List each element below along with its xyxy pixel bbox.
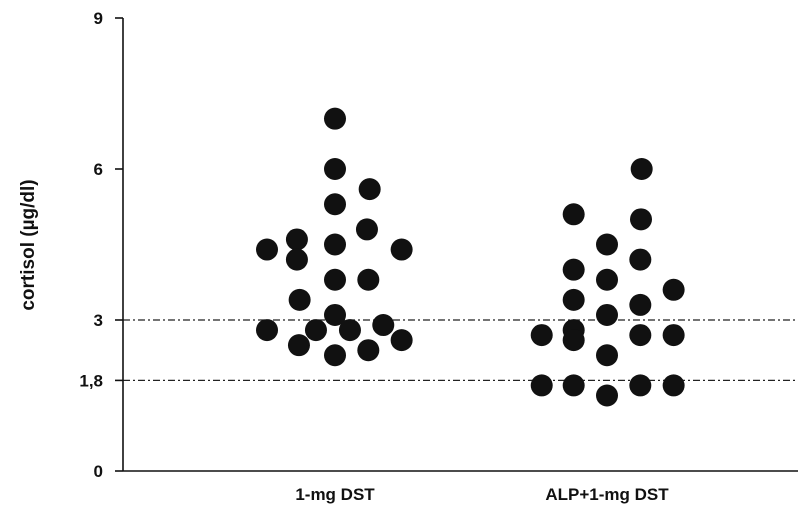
data-point [630, 208, 652, 231]
data-point [357, 339, 380, 362]
data-points [256, 107, 685, 407]
data-point [256, 238, 278, 261]
data-point [324, 107, 346, 130]
y-tick-label: 6 [94, 160, 103, 179]
data-point [596, 344, 618, 367]
y-tick-label: 9 [94, 9, 103, 28]
y-ticks: 0 1,8 3 6 9 [79, 9, 123, 481]
data-point [357, 268, 380, 291]
y-axis-label: cortisol (µg/dl) [18, 179, 39, 310]
data-point [662, 374, 685, 397]
data-point [256, 319, 278, 342]
y-tick-label: 1,8 [79, 371, 103, 390]
data-point [630, 158, 653, 180]
data-point [324, 344, 346, 367]
data-point [530, 324, 553, 347]
data-point [629, 324, 652, 347]
data-point [324, 268, 346, 291]
data-point [285, 228, 308, 251]
data-point [372, 314, 395, 337]
data-point [285, 248, 308, 271]
data-point [355, 218, 378, 241]
data-point [596, 268, 618, 291]
data-point [596, 384, 618, 407]
data-point [596, 233, 618, 256]
data-point [390, 329, 413, 352]
data-point [562, 203, 585, 226]
reference-lines [123, 319, 798, 382]
data-point [324, 158, 346, 180]
data-point [629, 293, 652, 316]
data-point [324, 193, 346, 216]
data-point [358, 178, 381, 201]
axes [122, 18, 798, 472]
data-point [629, 374, 652, 397]
y-tick-label: 3 [94, 311, 103, 330]
x-category-label: 1-mg DST [295, 485, 375, 504]
data-point [530, 374, 553, 397]
data-point [390, 238, 413, 261]
data-point [562, 374, 585, 397]
data-point [662, 278, 685, 301]
data-point [562, 329, 585, 352]
data-point [304, 319, 327, 342]
data-point [287, 334, 310, 357]
data-point [562, 258, 585, 281]
x-category-label: ALP+1-mg DST [545, 485, 669, 504]
x-ticks: 1-mg DST ALP+1-mg DST [295, 485, 669, 504]
data-point [596, 303, 618, 326]
data-point [288, 288, 311, 311]
data-point [629, 248, 652, 271]
data-point [324, 233, 346, 256]
data-point [338, 319, 361, 342]
y-tick-label: 0 [94, 462, 103, 481]
data-point [662, 324, 685, 347]
data-point [562, 288, 585, 311]
data-point [324, 303, 346, 326]
